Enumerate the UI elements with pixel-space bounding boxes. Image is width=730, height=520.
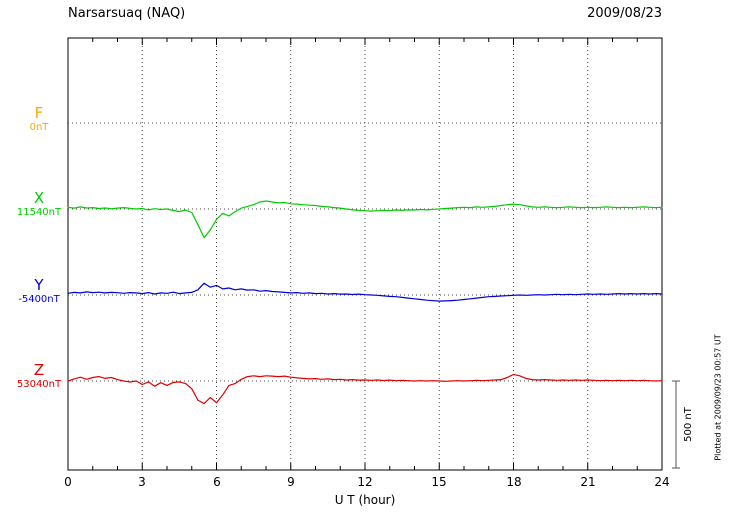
x-tick-label: 24: [654, 475, 670, 489]
channel-label-y: Y: [34, 276, 44, 294]
x-axis-label: U T (hour): [334, 493, 396, 507]
x-tick-label: 9: [287, 475, 295, 489]
channel-baseline-y: -5400nT: [18, 294, 60, 305]
channel-label-x: X: [33, 189, 45, 207]
x-tick-label: 6: [213, 475, 221, 489]
channel-baseline-x: 11540nT: [16, 207, 62, 218]
plot-timestamp-note: Plotted at 2009/09/23 00:57 UT: [713, 334, 723, 461]
x-tick-label: 12: [357, 475, 373, 489]
channel-baseline-f: 0nT: [29, 122, 49, 133]
x-tick-label: 0: [64, 475, 72, 489]
x-tick-label: 3: [138, 475, 146, 489]
channel-label-f: F: [34, 104, 44, 122]
scale-bar-label: 500 nT: [683, 407, 694, 442]
date-label: 2009/08/23: [587, 6, 662, 21]
x-tick-label: 21: [580, 475, 596, 489]
x-tick-label: 18: [506, 475, 522, 489]
station-name: Narsarsuaq (NAQ): [68, 6, 186, 21]
channel-label-z: Z: [33, 361, 45, 379]
x-tick-label: 15: [431, 475, 447, 489]
channel-baseline-z: 53040nT: [16, 379, 62, 390]
